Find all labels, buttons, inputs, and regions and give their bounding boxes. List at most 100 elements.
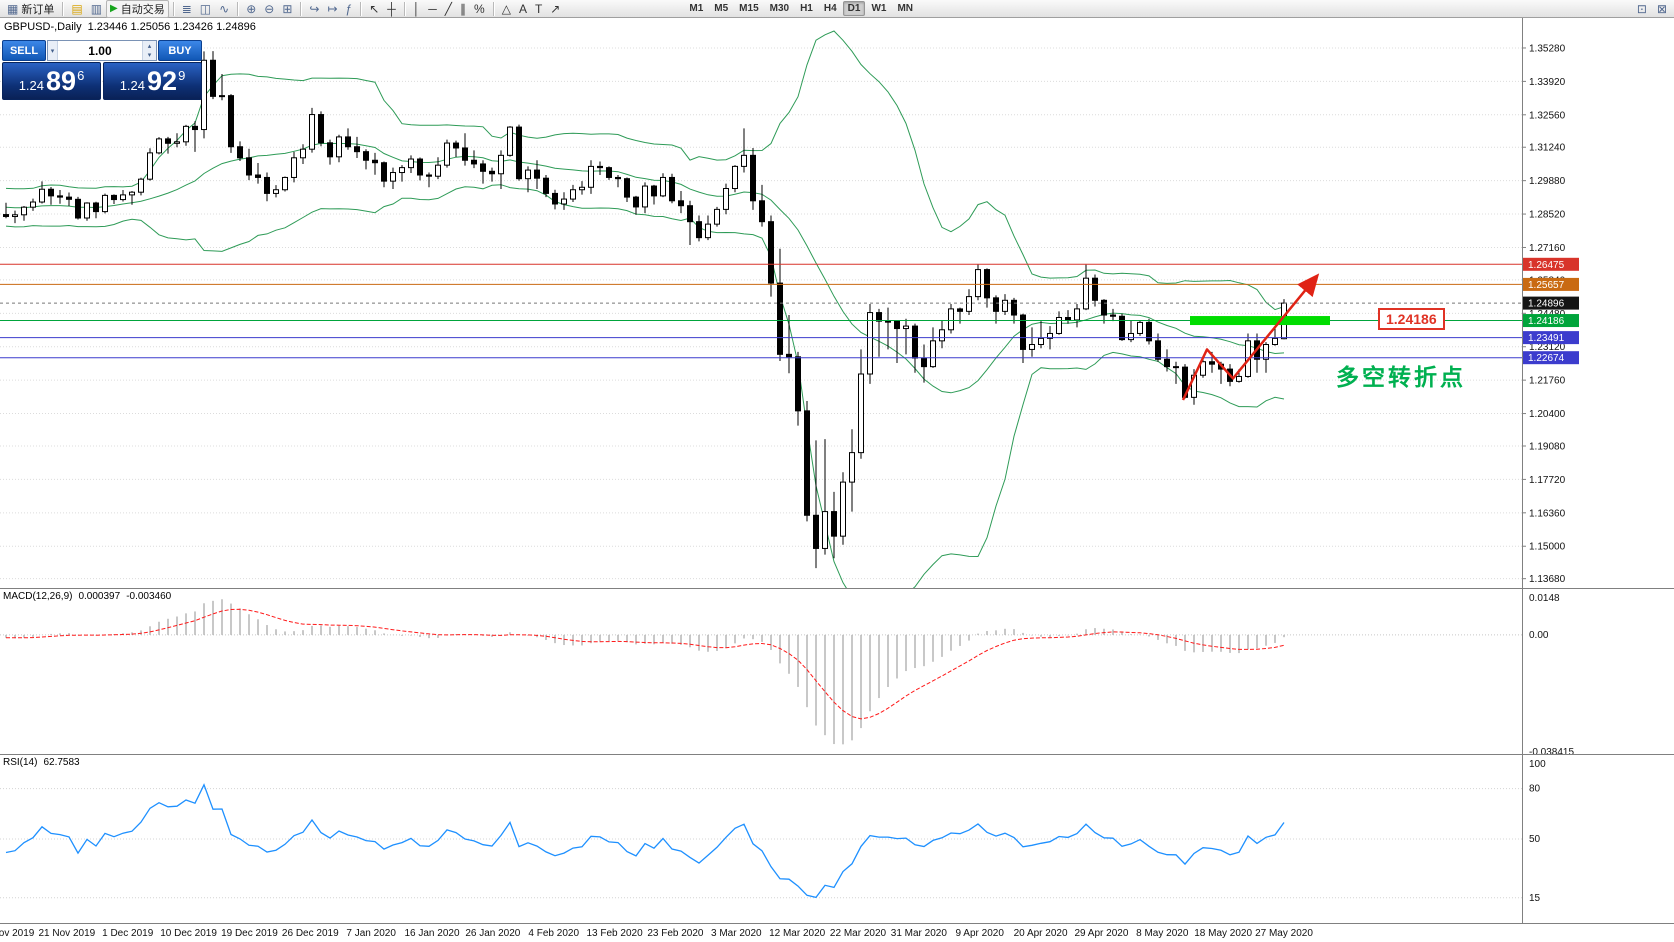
timeframe-M5[interactable]: M5	[714, 3, 729, 14]
auto-scroll-icon: ↪	[309, 1, 320, 16]
candle-body	[408, 158, 414, 169]
candle-body	[840, 481, 846, 537]
new-order-icon: ▦	[7, 1, 19, 16]
candle-body	[372, 159, 378, 164]
toolbar-separator	[360, 1, 362, 16]
shapes-button[interactable]: △	[498, 0, 515, 18]
candle-body	[768, 221, 774, 284]
candle-body	[1209, 361, 1215, 365]
timeframe-M15[interactable]: M15	[739, 3, 759, 14]
candle-body	[102, 194, 108, 213]
candle-body	[831, 511, 837, 537]
candle-body	[633, 196, 639, 208]
candle-body	[246, 157, 252, 176]
candle-body	[1011, 299, 1017, 316]
line-chart-button[interactable]: ∿	[215, 0, 233, 18]
turning-point-label[interactable]: 多空转折点	[1336, 363, 1466, 390]
date-label: 12 Nov 2019	[0, 928, 35, 939]
bar-chart-button[interactable]: ≣	[178, 0, 196, 18]
price-tag-label: 1.24896	[1528, 299, 1565, 310]
volume-decrease-button[interactable]: ▾	[143, 50, 156, 60]
trend-arrow[interactable]	[1181, 273, 1320, 401]
candle-body	[1038, 337, 1044, 346]
candle-body	[1164, 358, 1170, 368]
timeframe-MN[interactable]: MN	[897, 3, 914, 14]
sell-price-panel[interactable]: 1.24 89 6	[2, 62, 101, 100]
candle-body	[1119, 315, 1125, 341]
date-label: 13 Feb 2020	[586, 928, 643, 939]
price-axis[interactable]: 1.35280 1.33920 1.32560 1.31240 1.29880 1.285…	[1522, 18, 1579, 923]
label-tool-button[interactable]: T	[531, 0, 546, 18]
macd-value-signal: -0.003460	[126, 591, 172, 602]
tile-windows-button[interactable]: ⊞	[278, 0, 296, 18]
candlestick-chart-button[interactable]: ◫	[196, 0, 215, 18]
volume-preset-dropdown[interactable]: ▾	[48, 41, 58, 60]
date-label: 16 Jan 2020	[404, 928, 459, 939]
sell-button[interactable]: SELL	[2, 40, 46, 61]
vertical-line-button[interactable]: │	[409, 0, 425, 18]
support-zone-bar[interactable]	[1190, 316, 1330, 326]
candle-body	[642, 185, 648, 208]
candle-body	[669, 176, 675, 202]
trendline-button[interactable]: ╱	[441, 0, 456, 18]
volume-increase-button[interactable]: ▴	[143, 41, 156, 51]
volume-field: ▾ ▴ ▾	[47, 40, 157, 61]
candle-body	[1137, 321, 1143, 334]
indicators-button[interactable]: ƒ	[342, 0, 357, 18]
chart-shift-button[interactable]: ↦	[323, 0, 341, 18]
candle-body	[777, 282, 783, 355]
auto-scroll-button[interactable]: ↪	[305, 0, 323, 18]
price-tick-label: 1.21760	[1529, 376, 1566, 387]
price-callout[interactable]: 1.24186	[1378, 308, 1445, 331]
timeframe-D1[interactable]: D1	[842, 1, 866, 16]
profiles-button[interactable]: ▥	[87, 0, 106, 18]
fibonacci-icon: %	[474, 1, 485, 16]
new-chart-button[interactable]: ▤	[67, 0, 86, 18]
candle-body	[129, 191, 135, 196]
candle-body	[1110, 314, 1116, 317]
timeframe-M30[interactable]: M30	[769, 3, 790, 14]
buy-button[interactable]: BUY	[158, 40, 202, 61]
zoom-out-button[interactable]: ⊖	[260, 0, 278, 18]
chart-title: GBPUSD-,Daily 1.23446 1.25056 1.23426 1.2…	[4, 21, 262, 33]
candle-body	[156, 138, 162, 154]
candle-body	[543, 177, 549, 194]
new-order-button[interactable]: ▦ 新订单	[3, 0, 58, 18]
price-tag	[1523, 331, 1579, 345]
crosshair-button[interactable]: ┼	[383, 0, 400, 18]
channel-button[interactable]: ∥	[456, 0, 470, 18]
buy-price-panel[interactable]: 1.24 92 9	[103, 62, 202, 100]
price-tick-label: 1.19080	[1529, 441, 1566, 452]
timeframe-H1[interactable]: H1	[800, 3, 813, 14]
candle-body	[507, 126, 513, 156]
text-tool-button[interactable]: A	[515, 0, 531, 18]
zoom-in-button[interactable]: ⊕	[242, 0, 260, 18]
rsi-scale-label: 100	[1529, 759, 1546, 770]
candle-body	[84, 202, 90, 219]
candle-body	[48, 188, 54, 197]
cursor-button[interactable]: ↖	[365, 0, 383, 18]
candle-body	[1047, 332, 1053, 339]
timeframe-W1[interactable]: W1	[871, 3, 887, 14]
price-tick-label: 1.28520	[1529, 210, 1566, 221]
candle-body	[282, 176, 288, 191]
chart-shift-icon: ↦	[327, 1, 338, 16]
candle-body	[1263, 344, 1269, 360]
horizontal-line-button[interactable]: ─	[424, 0, 441, 18]
timeframe-M1[interactable]: M1	[689, 3, 704, 14]
candle-body	[471, 159, 477, 165]
window-button-a[interactable]: ⊡	[1633, 0, 1651, 18]
rsi-value: 62.7583	[43, 757, 80, 768]
chart-ohlc-values: 1.23446 1.25056 1.23426 1.24896	[87, 21, 256, 33]
volume-input[interactable]	[57, 41, 142, 60]
timeframe-H4[interactable]: H4	[823, 3, 837, 14]
indicators-icon: ƒ	[345, 1, 353, 16]
autotrading-button[interactable]: ▶ 自动交易	[106, 0, 169, 18]
window-button-b[interactable]: ⊠	[1653, 0, 1671, 18]
price-tick-label: 1.29880	[1529, 176, 1566, 187]
window-a-icon: ⊡	[1636, 1, 1647, 16]
arrows-tool-button[interactable]: ↗	[546, 0, 564, 18]
fibonacci-button[interactable]: %	[470, 0, 489, 18]
